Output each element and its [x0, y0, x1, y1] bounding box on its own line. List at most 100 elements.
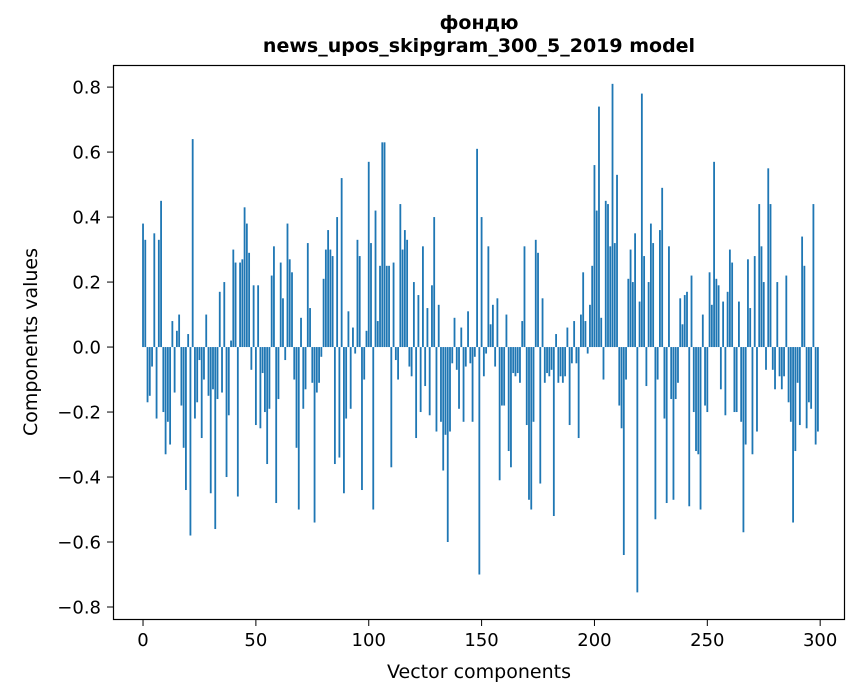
- y-tick-label--0.4: −0.4: [57, 468, 101, 489]
- y-tick-label-0.6: 0.6: [72, 143, 101, 164]
- bar-17: [180, 347, 183, 406]
- bar-49: [252, 285, 255, 348]
- bar-119: [410, 347, 413, 377]
- bar-29: [207, 347, 210, 396]
- x-axis-label: Vector components: [387, 661, 571, 683]
- bar-141: [460, 327, 463, 348]
- x-tick-label-150: 150: [464, 630, 498, 651]
- bar-25: [198, 347, 201, 361]
- bar-297: [812, 204, 815, 348]
- bar-84: [331, 256, 334, 348]
- bar-176: [539, 347, 542, 484]
- bar-242: [688, 347, 691, 507]
- bar-212: [620, 347, 623, 429]
- bar-1: [144, 239, 147, 348]
- bar-112: [394, 347, 397, 361]
- bar-118: [408, 347, 411, 367]
- bar-129: [433, 217, 436, 348]
- bar-22: [191, 139, 194, 348]
- bar-224: [647, 282, 650, 348]
- bar-94: [354, 347, 357, 354]
- bar-157: [496, 298, 499, 348]
- bar-68: [295, 347, 298, 448]
- bar-59: [275, 347, 278, 504]
- bar-253: [713, 161, 715, 348]
- bar-189: [568, 347, 571, 426]
- bar-series: [142, 83, 819, 593]
- bar-19: [185, 347, 187, 491]
- bar-44: [241, 259, 244, 348]
- bar-69: [297, 347, 300, 510]
- bar-182: [552, 347, 555, 517]
- bar-151: [482, 347, 485, 377]
- bar-96: [358, 256, 361, 348]
- bar-259: [726, 291, 729, 348]
- bar-243: [690, 275, 693, 348]
- bar-264: [738, 301, 740, 348]
- bar-54: [264, 347, 266, 413]
- bar-219: [636, 347, 639, 593]
- bar-177: [541, 298, 544, 348]
- bar-235: [672, 347, 675, 500]
- bar-107: [383, 142, 386, 348]
- bar-239: [681, 324, 684, 348]
- bar-80: [322, 278, 325, 348]
- bar-106: [381, 142, 384, 348]
- bar-183: [555, 334, 557, 348]
- bar-232: [665, 347, 668, 504]
- bar-88: [340, 178, 343, 348]
- bar-168: [521, 321, 524, 348]
- bar-99: [365, 330, 368, 348]
- bar-150: [480, 217, 483, 348]
- bar-42: [236, 347, 239, 497]
- bar-97: [361, 347, 363, 491]
- bar-210: [616, 174, 618, 348]
- bar-76: [313, 347, 316, 523]
- bar-197: [586, 347, 589, 354]
- bar-206: [607, 204, 609, 348]
- bar-292: [801, 236, 804, 348]
- bar-167: [519, 347, 521, 383]
- bar-245: [695, 347, 697, 452]
- bar-16: [178, 314, 181, 348]
- bar-286: [787, 347, 790, 403]
- bar-145: [469, 347, 472, 364]
- bar-228: [656, 347, 659, 380]
- bar-67: [293, 347, 296, 380]
- bar-256: [719, 347, 722, 390]
- bar-24: [196, 347, 199, 403]
- bar-15: [175, 330, 178, 348]
- bar-5: [153, 233, 156, 348]
- bar-179: [546, 347, 548, 374]
- bar-45: [243, 207, 246, 348]
- bar-266: [742, 347, 745, 533]
- bar-223: [645, 347, 648, 387]
- bar-172: [530, 347, 533, 510]
- bar-51: [257, 285, 260, 348]
- bar-269: [749, 308, 752, 348]
- bar-240: [683, 295, 686, 348]
- bar-47: [248, 252, 251, 348]
- bar-252: [710, 304, 713, 348]
- bar-225: [649, 223, 652, 348]
- bar-220: [638, 301, 641, 348]
- bar-222: [643, 256, 646, 348]
- tick-labels: 0 50 100 150 200 250 300 −0.8 −0.6 −0.4 −0.2 0.0 0.2…: [57, 78, 837, 651]
- bar-37: [225, 347, 228, 478]
- bar-178: [543, 347, 546, 383]
- bar-124: [422, 246, 424, 348]
- bar-293: [803, 265, 806, 348]
- bar-130: [435, 347, 438, 432]
- x-tick-label-200: 200: [577, 630, 611, 651]
- bar-248: [701, 314, 704, 348]
- bar-231: [663, 347, 666, 419]
- bar-57: [270, 275, 273, 348]
- y-tick-label-0.8: 0.8: [72, 78, 101, 99]
- bar-133: [442, 347, 445, 471]
- bar-280: [774, 347, 776, 390]
- bar-4: [151, 347, 153, 367]
- bar-114: [399, 204, 402, 348]
- bar-104: [376, 321, 379, 348]
- bar-35: [221, 347, 223, 393]
